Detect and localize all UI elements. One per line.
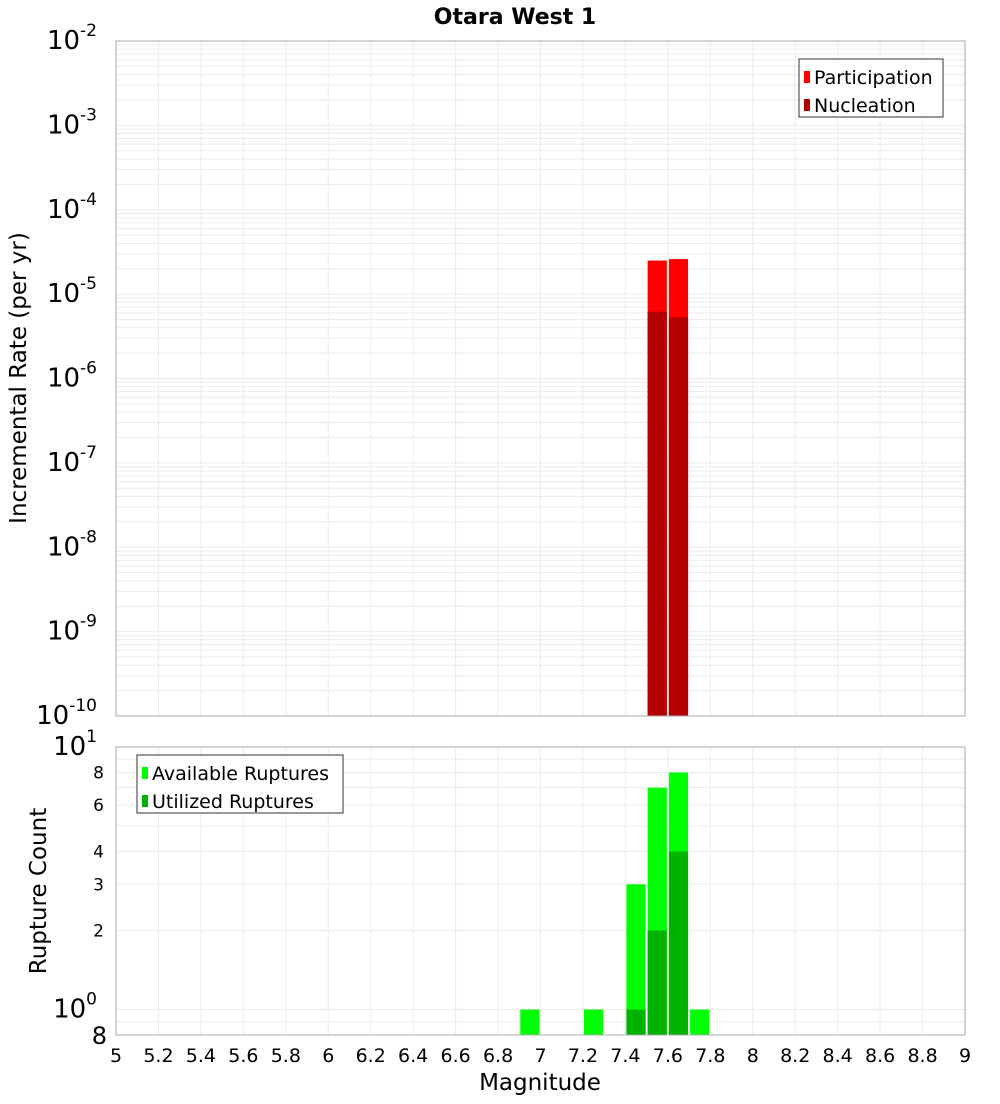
bottom-y-axis-label: Rupture Count: [26, 808, 52, 974]
bar-available-ruptures: [690, 1009, 710, 1035]
y-tick-label: 10-3: [47, 105, 97, 140]
bar-utilized-ruptures: [626, 1009, 646, 1035]
legend-label: Participation: [814, 67, 933, 89]
y-tick-label: 10-6: [47, 359, 97, 394]
x-tick-label: 8.4: [823, 1045, 853, 1067]
y-tick-label: 10-5: [47, 274, 97, 309]
x-tick-label: 7.6: [653, 1045, 683, 1067]
y-tick-label: 10-8: [47, 527, 97, 562]
x-tick-label: 5.4: [186, 1045, 216, 1067]
x-tick-label: 9: [959, 1045, 971, 1067]
legend-swatch: [804, 71, 810, 83]
y-tick-label: 10-2: [47, 21, 97, 56]
x-tick-label: 5: [110, 1045, 122, 1067]
bar-available-ruptures: [520, 1009, 540, 1035]
legend-swatch: [142, 795, 148, 807]
x-tick-label: 5.8: [271, 1045, 301, 1067]
x-tick-label: 6.4: [398, 1045, 428, 1067]
x-tick-label: 7.8: [695, 1045, 725, 1067]
bar-available-ruptures: [583, 1009, 604, 1035]
y-tick-label: 10-7: [47, 443, 97, 478]
y-tick-label: 10-4: [47, 190, 97, 225]
y-tick-label: 2: [93, 922, 104, 942]
bar-utilized-ruptures: [668, 851, 689, 1035]
legend-label: Available Ruptures: [152, 763, 329, 785]
y-tick-label: 8: [92, 1022, 107, 1050]
x-tick-label: 7: [534, 1045, 546, 1067]
x-axis-label: Magnitude: [479, 1070, 601, 1096]
x-tick-label: 5.6: [228, 1045, 258, 1067]
bar-nucleation: [647, 311, 667, 716]
legend-top: Participation Nucleation: [798, 58, 944, 118]
x-tick-label: 6.8: [483, 1045, 513, 1067]
x-tick-label: 7.2: [568, 1045, 598, 1067]
y-tick-label: 10-10: [36, 696, 97, 731]
x-tick-label: 8.6: [865, 1045, 895, 1067]
legend-label: Utilized Ruptures: [152, 791, 314, 813]
y-tick-label: 3: [93, 875, 104, 895]
legend-bottom: Available Ruptures Utilized Ruptures: [136, 754, 344, 814]
legend-swatch: [142, 767, 148, 779]
y-tick-label: 10-9: [47, 612, 97, 647]
y-tick-label: 6: [93, 796, 104, 816]
legend-label: Nucleation: [814, 95, 916, 117]
y-tick-label: 100: [53, 990, 97, 1025]
x-tick-label: 8.8: [907, 1045, 937, 1067]
top-plot-incremental-rate: 10-2 10-3 10-4 10-5 10-6 10-7 10-8 10-9 10-10 Par…: [36, 21, 966, 731]
x-tick-label: 8: [747, 1045, 759, 1067]
x-tick-label: 8.2: [780, 1045, 810, 1067]
bar-nucleation: [668, 317, 689, 716]
plot-frame: [115, 746, 966, 1036]
bar-utilized-ruptures: [647, 930, 667, 1035]
x-tick-label: 6.2: [356, 1045, 386, 1067]
plot-frame: [115, 40, 966, 717]
bar-available-ruptures: [626, 884, 646, 1035]
x-tick-label: 6.6: [440, 1045, 470, 1067]
chart-title: Otara West 1: [434, 5, 596, 30]
x-tick-label: 7.4: [610, 1045, 640, 1067]
x-tick-label: 5.2: [143, 1045, 173, 1067]
legend-swatch: [804, 99, 810, 111]
y-tick-label: 101: [53, 727, 97, 762]
x-tick-label: 6: [322, 1045, 334, 1067]
y-tick-label: 8: [93, 763, 104, 783]
top-y-axis-label: Incremental Rate (per yr): [6, 232, 32, 524]
y-tick-label: 4: [93, 842, 104, 862]
